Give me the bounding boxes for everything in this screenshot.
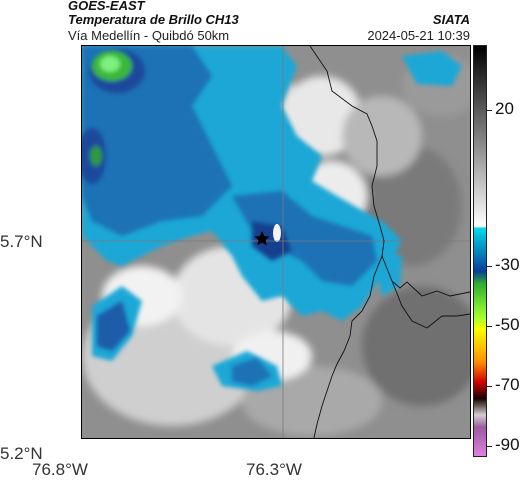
- colder-cloud-core: [82, 46, 377, 386]
- product-title: GOES-EAST: [68, 0, 145, 13]
- satellite-map[interactable]: [82, 46, 470, 438]
- datetime-label: 2024-05-21 10:39: [367, 28, 470, 43]
- colorbar-tick: [486, 266, 492, 267]
- clear-patch: [273, 224, 281, 242]
- colorbar-tick: [486, 326, 492, 327]
- border-line: [309, 46, 470, 329]
- lon-tick-label: 76.3°W: [246, 460, 302, 479]
- region-label: Vía Medellín - Quibdó 50km: [68, 28, 230, 43]
- star-icon[interactable]: [254, 231, 270, 246]
- lat-tick-label: 5.7°N: [0, 232, 43, 251]
- colorbar: [473, 45, 487, 457]
- border-line-south: [313, 255, 383, 438]
- colorbar-tick: [486, 110, 492, 111]
- colorbar-label: -50: [495, 315, 520, 334]
- border-line-east: [391, 280, 470, 297]
- colorbar-tick: [486, 386, 492, 387]
- organization-label: SIATA: [432, 12, 470, 27]
- colorbar-tick: [486, 446, 492, 447]
- lat-tick-label: 5.2°N: [0, 444, 43, 463]
- lon-tick-label: 76.8°W: [32, 460, 88, 479]
- colorbar-label: -30: [495, 255, 520, 274]
- colorbar-label: -90: [495, 435, 520, 454]
- product-subtitle: Temperatura de Brillo CH13: [68, 12, 239, 27]
- colorbar-label: 20: [495, 99, 514, 118]
- colorbar-label: -70: [495, 375, 520, 394]
- coldest-cloud-core: [82, 49, 145, 184]
